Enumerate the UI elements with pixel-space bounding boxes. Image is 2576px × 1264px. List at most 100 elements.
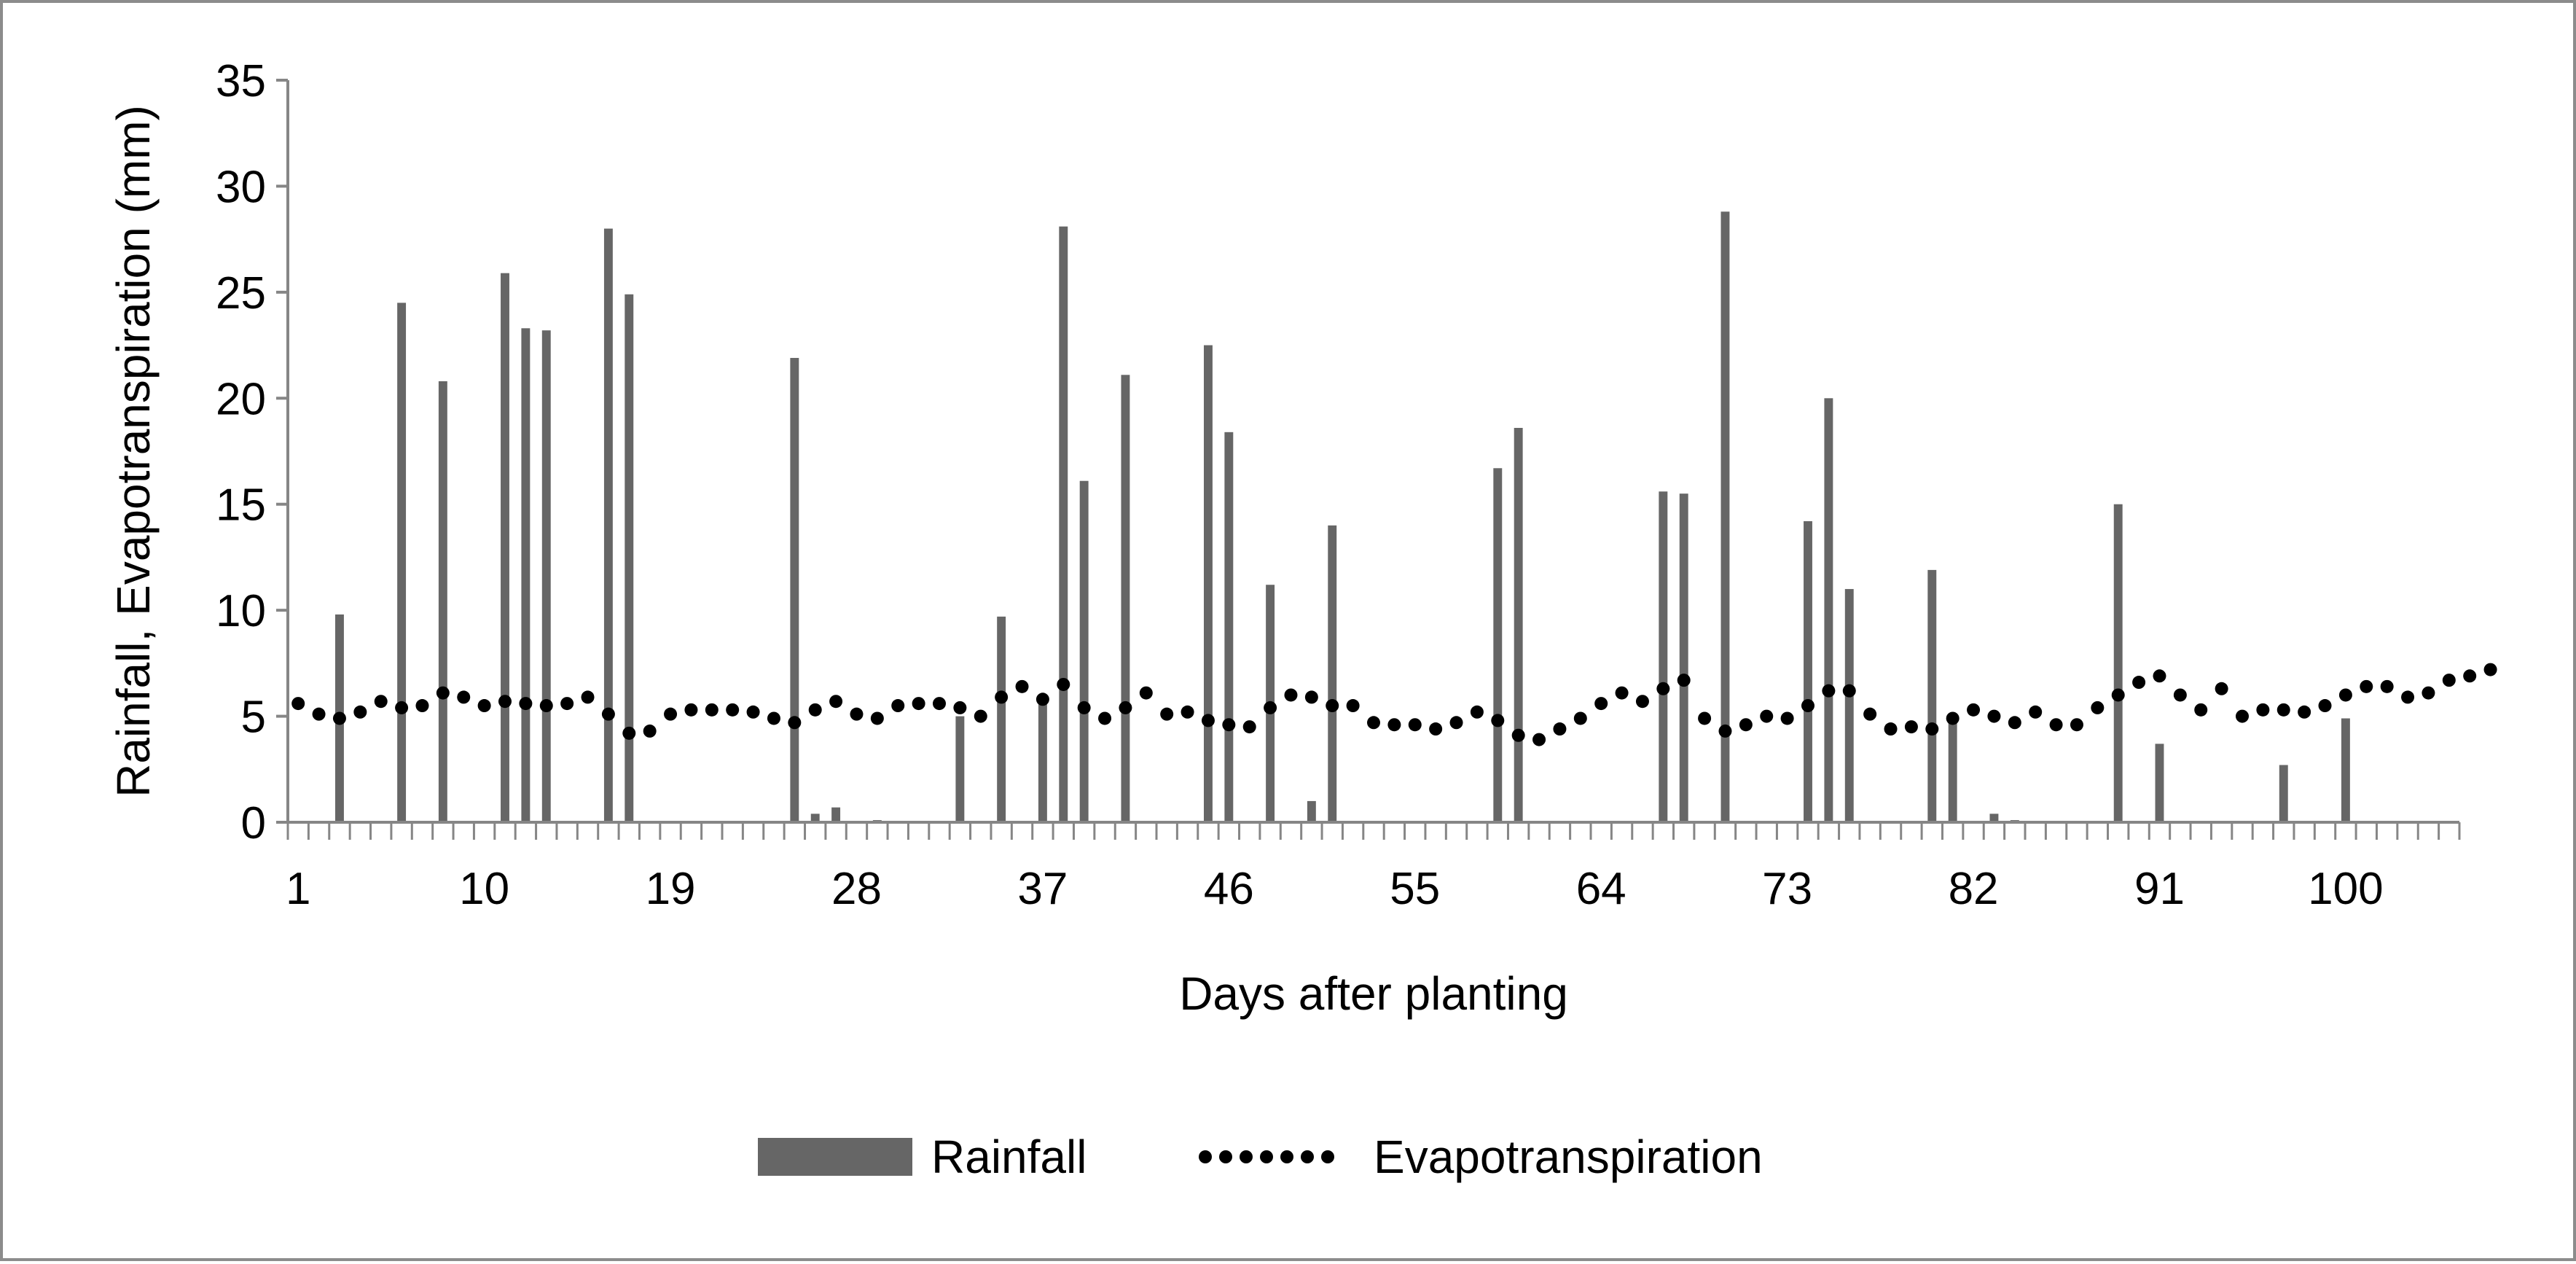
evapotranspiration-point <box>1718 724 1732 738</box>
y-tick-label: 25 <box>216 268 266 319</box>
evapotranspiration-point <box>436 686 450 700</box>
evapotranspiration-point <box>353 705 367 719</box>
evapotranspiration-point <box>1387 718 1401 732</box>
evapotranspiration-point <box>601 707 615 721</box>
rainfall-bar <box>1804 520 1812 822</box>
evapotranspiration-point <box>767 711 780 725</box>
evapotranspiration-point <box>457 690 471 704</box>
y-tick-label: 5 <box>241 693 266 743</box>
evapotranspiration-point <box>312 707 326 721</box>
evapotranspiration-point <box>1160 707 1174 721</box>
evapotranspiration-point <box>829 695 843 709</box>
y-tick-label: 35 <box>216 56 266 106</box>
evapotranspiration-point <box>850 707 864 721</box>
evapotranspiration-point <box>953 701 967 714</box>
rainfall-bar <box>1059 226 1068 823</box>
rainfall-bar <box>790 358 799 823</box>
evapotranspiration-point <box>2442 674 2456 687</box>
legend-rainfall-label: Rainfall <box>931 1131 1087 1183</box>
evapotranspiration-point <box>2173 688 2187 702</box>
x-tick-label: 10 <box>459 864 509 914</box>
rainfall-bar <box>2155 744 2164 822</box>
rainfall-bar <box>2341 718 2350 822</box>
evapotranspiration-point <box>2111 688 2125 702</box>
evapotranspiration-point <box>477 699 491 713</box>
legend-evapotranspiration-marker <box>1199 1150 1212 1163</box>
evapotranspiration-point <box>2422 686 2435 700</box>
rainfall-bar <box>501 273 509 822</box>
rainfall-bar <box>541 330 551 822</box>
evapotranspiration-point <box>1822 684 1836 698</box>
evapotranspiration-point <box>1346 699 1360 713</box>
rainfall-bar <box>1514 428 1523 822</box>
legend-evapotranspiration-label: Evapotranspiration <box>1374 1131 1763 1183</box>
evapotranspiration-point <box>2070 718 2083 732</box>
rainfall-bar <box>1948 714 1957 822</box>
evapotranspiration-point <box>1201 714 1215 727</box>
legend-rainfall-swatch <box>758 1138 912 1176</box>
x-tick-label: 37 <box>1017 864 1068 914</box>
evapotranspiration-point <box>2318 699 2332 713</box>
rainfall-bar <box>438 381 447 822</box>
evapotranspiration-point <box>1098 711 1112 725</box>
evapotranspiration-point <box>664 707 678 721</box>
evapotranspiration-point <box>684 703 698 717</box>
evapotranspiration-point <box>1739 718 1753 732</box>
evapotranspiration-point <box>1284 688 1298 702</box>
rainfall-bar <box>1659 491 1668 822</box>
evapotranspiration-point <box>1925 722 1939 736</box>
evapotranspiration-point <box>1904 720 1918 734</box>
evapotranspiration-point <box>1987 709 2001 723</box>
x-axis-title: Days after planting <box>1179 967 1568 1020</box>
evapotranspiration-point <box>1656 682 1670 695</box>
evapotranspiration-point <box>2091 701 2105 714</box>
rainfall-bar <box>831 807 841 822</box>
y-tick-label: 20 <box>216 374 266 424</box>
x-tick-label: 55 <box>1390 864 1440 914</box>
evapotranspiration-point <box>1036 693 1049 706</box>
rainfall-bar <box>521 328 531 822</box>
evapotranspiration-point <box>332 711 346 725</box>
evapotranspiration-point <box>995 690 1009 704</box>
evapotranspiration-point <box>519 697 533 711</box>
evapotranspiration-point <box>2029 705 2043 719</box>
x-tick-label: 73 <box>1762 864 1812 914</box>
rainfall-bar <box>997 616 1006 822</box>
rainfall-bar <box>1844 589 1854 822</box>
evapotranspiration-point <box>291 697 305 711</box>
evapotranspiration-point <box>2256 703 2270 717</box>
evapotranspiration-point <box>1946 711 1960 725</box>
evapotranspiration-point <box>581 690 595 704</box>
rainfall-bar <box>1307 800 1316 822</box>
rainfall-bar <box>1224 432 1234 822</box>
evapotranspiration-point <box>2380 679 2394 693</box>
evapotranspiration-point <box>1408 718 1422 732</box>
legend-evapotranspiration-marker <box>1280 1150 1293 1163</box>
evapotranspiration-point <box>933 697 946 711</box>
evapotranspiration-point <box>1119 701 1132 714</box>
evapotranspiration-point <box>1429 722 1443 736</box>
x-tick-label: 19 <box>646 864 696 914</box>
legend-evapotranspiration-marker <box>1301 1150 1314 1163</box>
evapotranspiration-point <box>2194 703 2208 717</box>
evapotranspiration-point <box>1884 722 1898 736</box>
x-tick-label: 64 <box>1576 864 1626 914</box>
rainfall-bar <box>1493 468 1503 822</box>
y-tick-label: 10 <box>216 586 266 636</box>
evapotranspiration-point <box>2401 690 2415 704</box>
evapotranspiration-point <box>1367 716 1380 730</box>
y-axis-title: Rainfall, Evapotranspiration (mm) <box>107 105 160 797</box>
rainfall-bar <box>1824 398 1833 822</box>
evapotranspiration-point <box>1760 709 1774 723</box>
evapotranspiration-point <box>415 699 429 713</box>
evapotranspiration-point <box>974 709 987 723</box>
evapotranspiration-point <box>2276 703 2290 717</box>
rainfall-bar <box>1203 345 1213 823</box>
rainfall-bar <box>2113 504 2123 822</box>
rainfall-bar <box>1079 480 1089 822</box>
evapotranspiration-point <box>2338 688 2352 702</box>
evapotranspiration-point <box>1242 720 1256 734</box>
